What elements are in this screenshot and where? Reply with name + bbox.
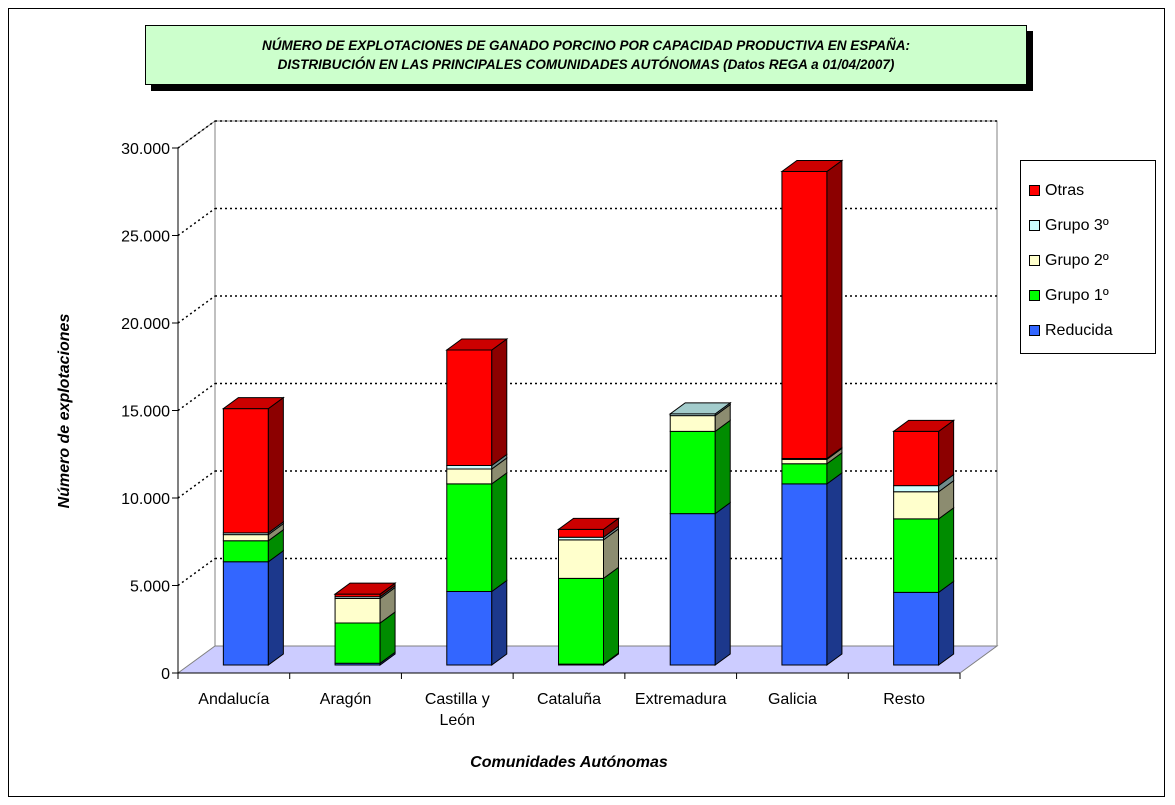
bar-otras-0 xyxy=(222,408,269,534)
x-tick-label: Galicia xyxy=(768,691,817,708)
x-tick-label: Andalucía xyxy=(198,691,269,708)
bar-top-3 xyxy=(556,517,621,530)
gridline-diagonal xyxy=(177,557,216,587)
bar-top-4 xyxy=(668,402,732,415)
legend-item: Grupo 1º xyxy=(1021,278,1155,313)
bar-grupo-2--4 xyxy=(669,415,716,432)
legend-item: Grupo 2º xyxy=(1021,243,1155,278)
x-tick-label: Resto xyxy=(883,691,925,708)
bar-grupo-2--3 xyxy=(558,539,604,579)
bar-grupo-1--2-side xyxy=(491,471,508,593)
bar-grupo-1--6 xyxy=(893,518,940,593)
gridline-diagonal xyxy=(177,295,216,324)
legend-swatch xyxy=(1029,325,1040,336)
bar-grupo-1--0 xyxy=(222,540,269,563)
chart-title-line-2: DISTRIBUCIÓN EN LAS PRINCIPALES COMUNIDA… xyxy=(277,57,895,72)
legend-label: Grupo 2º xyxy=(1045,251,1109,269)
bar-grupo-1--2 xyxy=(446,483,493,592)
legend-label: Otras xyxy=(1045,181,1085,199)
bar-otras-2-side xyxy=(491,338,508,467)
y-tick-label: 30.000 xyxy=(121,141,170,158)
x-tick-label: Extremadura xyxy=(635,691,727,708)
bar-grupo-3--2 xyxy=(446,465,493,470)
bar-grupo-2--0 xyxy=(222,534,269,542)
bar-grupo-1--3 xyxy=(558,577,604,665)
y-tick-label: 10.000 xyxy=(121,491,170,508)
bar-reducida-5-side xyxy=(826,471,843,666)
y-axis-title: Número de explotaciones xyxy=(56,314,73,509)
bar-reducida-6-side xyxy=(938,580,955,666)
bar-otras-2 xyxy=(446,349,493,466)
bar-grupo-2--2 xyxy=(446,468,493,485)
bar-top-0 xyxy=(221,397,285,410)
bar-grupo-2--1 xyxy=(334,598,381,624)
bar-reducida-2 xyxy=(446,591,493,666)
y-tick-label: 20.000 xyxy=(121,316,170,333)
x-tick-label: León xyxy=(439,712,475,729)
bar-otras-0-side xyxy=(267,396,284,534)
legend-swatch xyxy=(1029,220,1040,231)
x-tick-label: Aragón xyxy=(320,691,372,708)
bar-reducida-5 xyxy=(781,483,828,666)
bar-reducida-0-side xyxy=(267,549,284,666)
bar-grupo-2--6 xyxy=(893,491,940,520)
chart-title: NÚMERO DE EXPLOTACIONES DE GANADO PORCIN… xyxy=(145,25,1027,85)
bar-grupo-1--4-side xyxy=(714,419,731,515)
legend-swatch xyxy=(1029,290,1040,301)
bar-top-6 xyxy=(892,419,956,432)
legend-swatch xyxy=(1029,255,1040,266)
bar-grupo-1--5 xyxy=(781,463,828,485)
chart-legend: Otras Grupo 3º Grupo 2º Grupo 1º Reducida xyxy=(1020,160,1156,354)
bar-grupo-1--3-side xyxy=(603,566,619,666)
y-tick-label: 15.000 xyxy=(121,404,170,421)
bar-otras-5-side xyxy=(826,159,843,460)
bar-reducida-2-side xyxy=(491,579,508,666)
bar-reducida-4 xyxy=(669,513,716,666)
bar-reducida-4-side xyxy=(714,501,731,666)
y-tick-label: 5.000 xyxy=(130,579,170,596)
y-tick-label: 25.000 xyxy=(121,229,170,246)
bar-reducida-6 xyxy=(893,591,940,666)
bar-grupo-1--4 xyxy=(669,430,716,515)
legend-item: Grupo 3º xyxy=(1021,208,1155,243)
x-axis-title: Comunidades Autónomas xyxy=(470,754,668,771)
legend-item: Reducida xyxy=(1021,313,1155,348)
bar-otras-5 xyxy=(781,171,828,459)
bar-grupo-3--6 xyxy=(893,485,940,493)
bar-grupo-1--1 xyxy=(334,622,381,664)
legend-label: Reducida xyxy=(1045,321,1113,339)
x-tick-label: Cataluña xyxy=(537,691,601,708)
bar-otras-3 xyxy=(558,528,604,538)
gridline-diagonal xyxy=(177,470,216,499)
bar-grupo-2--5 xyxy=(781,458,828,465)
legend-swatch xyxy=(1029,185,1040,196)
legend-label: Grupo 3º xyxy=(1045,216,1109,234)
legend-label: Grupo 1º xyxy=(1045,286,1109,304)
bar-top-5 xyxy=(780,160,844,172)
legend-item: Otras xyxy=(1021,173,1155,208)
bar-otras-6 xyxy=(893,430,940,487)
bar-top-2 xyxy=(445,338,509,351)
y-tick-label: 0 xyxy=(161,666,170,683)
bar-grupo-1--6-side xyxy=(938,506,955,594)
wall-edge xyxy=(177,120,216,149)
x-tick-label: Castilla y xyxy=(425,691,490,708)
chart-title-line-1: NÚMERO DE EXPLOTACIONES DE GANADO PORCIN… xyxy=(261,38,911,53)
gridline-diagonal xyxy=(177,382,216,412)
gridline-diagonal xyxy=(177,207,216,237)
bar-top-1 xyxy=(333,582,397,595)
bar-reducida-0 xyxy=(222,561,269,666)
